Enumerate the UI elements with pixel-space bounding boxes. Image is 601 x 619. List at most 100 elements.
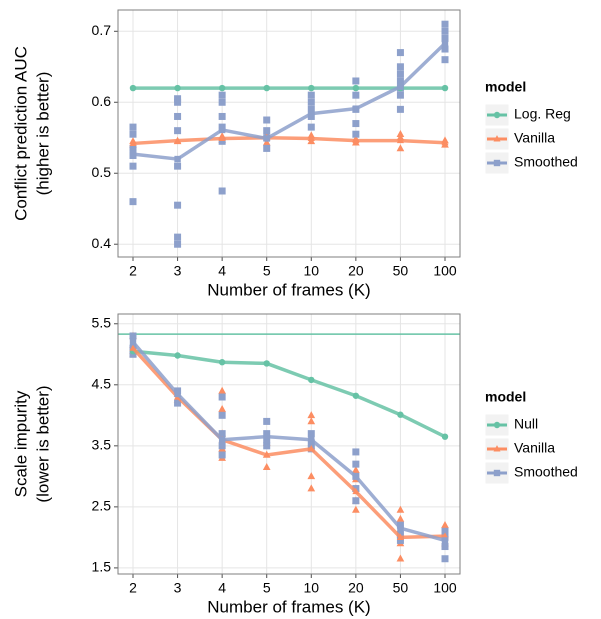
x-tick-label: 5: [263, 580, 271, 596]
legend-label: Smoothed: [514, 154, 578, 170]
mean-point: [218, 359, 226, 366]
x-tick-label: 3: [174, 263, 182, 279]
run-point: [396, 505, 405, 513]
y-tick-label: 5.5: [92, 314, 112, 330]
legend-marker: [493, 135, 501, 142]
run-point: [441, 56, 449, 64]
mean-point: [308, 110, 315, 117]
mean-point: [397, 411, 404, 418]
series-line: [132, 349, 446, 439]
run-point: [307, 417, 316, 425]
mean-point: [397, 525, 404, 532]
mean-point: [218, 134, 226, 142]
legend-label: Log. Reg: [514, 106, 571, 122]
mean-point: [441, 433, 449, 440]
run-point: [307, 123, 315, 131]
run-point: [218, 98, 226, 106]
run-point: [307, 484, 316, 492]
run-point: [352, 505, 360, 513]
legend-title: model: [485, 79, 526, 95]
y-tick-label: 0.7: [92, 22, 112, 38]
mean-point: [263, 433, 270, 440]
mean-point: [352, 473, 360, 480]
run-point: [396, 105, 404, 113]
legend-marker: [493, 159, 501, 167]
run-point: [218, 393, 226, 401]
legend-marker: [493, 445, 501, 452]
run-point: [174, 95, 182, 103]
mean-point: [174, 352, 181, 359]
legend-marker: [493, 111, 501, 119]
run-point: [441, 27, 449, 35]
run-point: [441, 527, 449, 535]
run-point: [441, 520, 449, 528]
run-point: [262, 138, 271, 146]
run-point: [396, 130, 405, 138]
run-point: [396, 514, 405, 522]
mean-point: [129, 139, 137, 146]
run-point: [129, 332, 137, 340]
plot-border: [117, 9, 461, 258]
mean-point: [263, 84, 270, 92]
run-point: [307, 411, 316, 419]
y-tick-label: 2.5: [92, 498, 112, 514]
legend-label: Vanilla: [514, 130, 555, 146]
mean-point: [218, 84, 226, 92]
mean-point: [129, 150, 137, 158]
x-tick-label: 10: [303, 580, 319, 596]
legend-label: Vanilla: [514, 440, 555, 456]
mean-point: [307, 134, 315, 142]
mean-point: [308, 436, 315, 443]
y-tick-label: 0.6: [92, 93, 112, 109]
mean-point: [396, 533, 404, 540]
run-point: [174, 162, 182, 170]
run-point: [218, 411, 226, 419]
run-point: [352, 77, 360, 85]
run-point: [174, 240, 182, 248]
series-line: [131, 340, 446, 543]
run-point: [263, 417, 271, 425]
run-point: [396, 144, 405, 152]
mean-point: [441, 40, 449, 47]
mean-point: [307, 445, 315, 452]
y-axis-title: Scale impurity: [11, 390, 30, 497]
run-point: [441, 45, 449, 53]
y-tick-label: 0.5: [92, 164, 112, 180]
run-point: [352, 448, 360, 456]
y-axis-title: (lower is better): [33, 385, 52, 502]
run-point: [307, 105, 315, 113]
run-point: [307, 98, 315, 106]
mean-point: [397, 83, 404, 90]
legend-label: Smoothed: [514, 464, 578, 480]
mean-point: [352, 487, 360, 495]
mean-point: [441, 532, 449, 539]
y-tick-label: 3.5: [92, 437, 112, 453]
run-point: [396, 554, 405, 562]
run-point: [263, 442, 271, 450]
run-point: [218, 442, 226, 450]
run-point: [218, 451, 226, 459]
x-tick-label: 100: [433, 263, 457, 279]
y-tick-label: 1.5: [92, 559, 112, 575]
mean-point: [129, 344, 137, 351]
x-tick-label: 4: [218, 580, 226, 596]
run-point: [218, 405, 226, 413]
run-point: [307, 430, 315, 438]
run-point: [396, 63, 404, 71]
run-point: [262, 462, 271, 470]
run-point: [174, 112, 182, 120]
run-point: [129, 130, 137, 138]
x-axis-title: Number of frames (K): [207, 280, 370, 299]
x-tick-label: 2: [129, 263, 137, 279]
mean-point: [441, 84, 449, 92]
mean-point: [174, 136, 182, 144]
run-point: [352, 120, 360, 128]
run-point: [396, 49, 404, 57]
legend-title: model: [485, 389, 526, 405]
run-point: [174, 98, 182, 106]
run-point: [174, 399, 182, 407]
run-point: [129, 123, 137, 131]
run-point: [218, 91, 226, 99]
mean-point: [174, 84, 181, 92]
x-tick-label: 10: [303, 263, 319, 279]
